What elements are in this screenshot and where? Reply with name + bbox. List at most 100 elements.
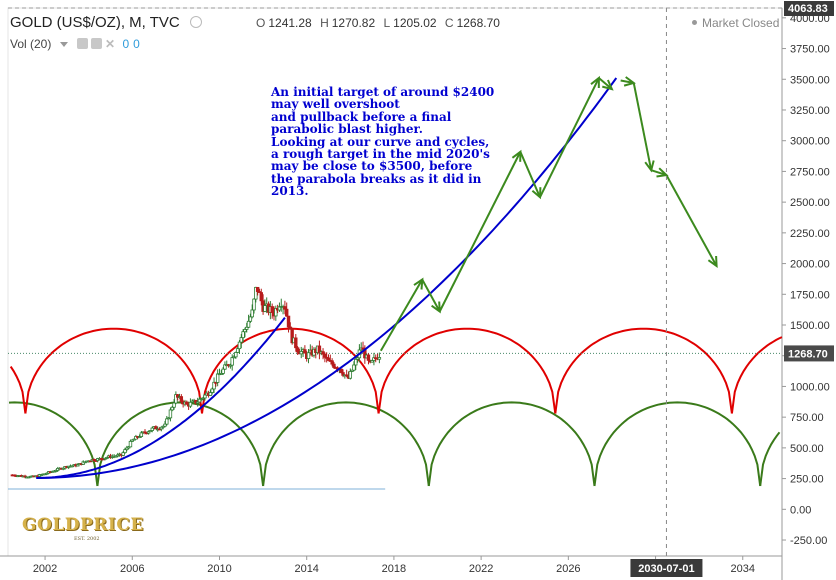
price-candle bbox=[123, 449, 127, 454]
crosshair-date-label: 2030-07-01 bbox=[638, 563, 694, 575]
price-candle bbox=[54, 470, 58, 472]
red-cycle-arc bbox=[24, 327, 203, 414]
price-candle bbox=[132, 438, 136, 441]
annotation-line: and pullback before a final bbox=[271, 109, 452, 124]
price-candle bbox=[163, 423, 167, 427]
projection-arrow-line bbox=[438, 151, 522, 312]
price-candle bbox=[255, 286, 260, 292]
y-tick-label: 3500.00 bbox=[790, 74, 830, 86]
projection-arrow-line bbox=[519, 151, 541, 198]
price-candle bbox=[232, 356, 236, 359]
price-candle bbox=[126, 446, 131, 449]
price-candle bbox=[221, 368, 225, 374]
y-tick-label: 0.00 bbox=[790, 504, 811, 516]
x-tick-label: 2002 bbox=[33, 563, 57, 575]
price-candle bbox=[228, 364, 233, 367]
eye-icon[interactable] bbox=[77, 38, 89, 49]
price-candle bbox=[146, 431, 151, 434]
price-candle bbox=[323, 353, 327, 358]
green-cycle-arc bbox=[427, 401, 596, 487]
price-candle bbox=[219, 373, 224, 375]
market-status: Market Closed bbox=[692, 16, 779, 30]
price-candle bbox=[370, 360, 374, 363]
annotation-line: the parabola breaks as it did in bbox=[271, 171, 482, 186]
price-candle bbox=[172, 402, 176, 408]
y-tick-label: 3250.00 bbox=[790, 105, 830, 117]
ohlc-open-value: 1241.28 bbox=[268, 16, 312, 30]
x-tick-label: 2006 bbox=[120, 563, 144, 575]
y-tick-label: 750.00 bbox=[790, 412, 824, 424]
price-candle bbox=[114, 455, 118, 458]
price-candle bbox=[377, 357, 382, 360]
last-price-label: 1268.70 bbox=[788, 348, 828, 360]
price-candle bbox=[45, 472, 49, 475]
price-candle bbox=[139, 432, 144, 437]
price-candle bbox=[61, 467, 65, 470]
ohlc-close-key: C bbox=[444, 16, 454, 30]
x-tick-label: 2026 bbox=[556, 563, 580, 575]
price-candle bbox=[241, 331, 245, 339]
price-candle bbox=[210, 388, 214, 393]
price-candle bbox=[330, 360, 334, 365]
x-tick-label: 2018 bbox=[382, 563, 406, 575]
price-candle bbox=[352, 364, 356, 371]
axis-top-price-tag bbox=[784, 1, 834, 16]
price-candle bbox=[303, 349, 307, 354]
price-candle bbox=[245, 326, 249, 330]
price-candle bbox=[121, 452, 125, 456]
price-candle bbox=[246, 320, 251, 328]
price-candle bbox=[170, 406, 174, 411]
axis-top-price-label: 4063.83 bbox=[788, 3, 828, 15]
price-candle bbox=[250, 309, 254, 318]
projection-arrow-line bbox=[598, 77, 613, 90]
ohlc-readout: O 1241.28 H 1270.82 L 1205.02 C 1268.70 bbox=[256, 16, 505, 30]
red-cycle-arc bbox=[9, 366, 27, 414]
y-tick-label: 2750.00 bbox=[790, 166, 830, 178]
green-cycle-arc bbox=[96, 401, 265, 487]
price-candle bbox=[159, 426, 164, 430]
symbol-header[interactable]: GOLD (US$/OZ), M, TVC bbox=[10, 14, 202, 31]
projection-arrow-line bbox=[632, 82, 653, 171]
price-candle bbox=[239, 337, 243, 343]
chevron-down-icon[interactable] bbox=[59, 42, 68, 47]
price-candle bbox=[237, 341, 242, 350]
price-candle bbox=[234, 352, 238, 358]
ohlc-high-key: H bbox=[320, 16, 329, 30]
annotation-line: Looking at our curve and cycles, bbox=[271, 134, 490, 149]
market-status-label: Market Closed bbox=[702, 16, 780, 30]
parabola-curve bbox=[36, 316, 286, 479]
status-dot-icon bbox=[692, 20, 697, 25]
price-candle bbox=[259, 292, 263, 302]
price-candle bbox=[348, 370, 353, 379]
x-tick-label: 2010 bbox=[207, 563, 231, 575]
price-candle bbox=[277, 306, 282, 311]
x-tick-label: 2014 bbox=[294, 563, 318, 575]
ohlc-low-value: 1205.02 bbox=[393, 16, 437, 30]
green-cycle-arc bbox=[593, 401, 762, 487]
annotation-line: parabolic blast higher. bbox=[271, 122, 423, 137]
close-icon[interactable]: ✕ bbox=[105, 37, 116, 51]
ohlc-open-key: O bbox=[256, 16, 266, 30]
projection-arrow-head bbox=[413, 277, 424, 290]
green-cycle-arc bbox=[759, 431, 781, 487]
settings-icon[interactable] bbox=[189, 16, 202, 28]
projection-arrow-head bbox=[707, 255, 718, 269]
price-candle bbox=[215, 373, 220, 383]
gear-icon[interactable] bbox=[91, 38, 103, 49]
volume-value-1: 0 bbox=[122, 37, 130, 51]
ohlc-high-value: 1270.82 bbox=[331, 16, 376, 30]
y-tick-label: 2500.00 bbox=[790, 197, 830, 209]
price-candle bbox=[161, 425, 165, 428]
price-candle bbox=[285, 308, 289, 317]
price-candle bbox=[203, 394, 207, 399]
price-candle bbox=[94, 460, 98, 462]
price-candle bbox=[295, 347, 300, 353]
ohlc-close-value: 1268.70 bbox=[456, 16, 500, 30]
price-candle bbox=[263, 305, 267, 312]
price-candle bbox=[294, 337, 298, 349]
price-candle bbox=[290, 328, 294, 344]
price-candle bbox=[137, 436, 142, 438]
projection-arrow-line bbox=[379, 279, 424, 352]
